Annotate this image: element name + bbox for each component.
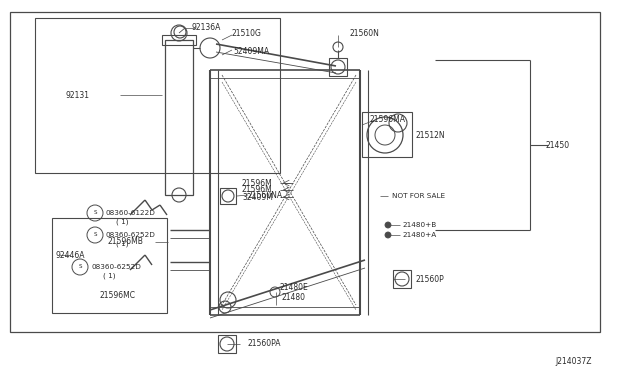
Circle shape bbox=[385, 232, 391, 238]
Text: 21596MC: 21596MC bbox=[100, 291, 136, 299]
Circle shape bbox=[385, 222, 391, 228]
Text: 21510G: 21510G bbox=[232, 29, 262, 38]
Text: ( 1): ( 1) bbox=[116, 241, 129, 247]
Text: ( 1): ( 1) bbox=[103, 273, 115, 279]
Text: S: S bbox=[93, 211, 97, 215]
Bar bbox=[329, 58, 347, 76]
Text: 21512N: 21512N bbox=[415, 131, 445, 140]
Text: ( 1): ( 1) bbox=[116, 219, 129, 225]
Bar bbox=[162, 35, 196, 45]
Text: 08360-6252D: 08360-6252D bbox=[92, 264, 142, 270]
Text: 21480+B: 21480+B bbox=[402, 222, 436, 228]
Text: 21560N: 21560N bbox=[350, 29, 380, 38]
Text: 92446A: 92446A bbox=[55, 250, 84, 260]
Text: 21596MB: 21596MB bbox=[108, 237, 144, 247]
Text: 08360-6252D: 08360-6252D bbox=[105, 232, 155, 238]
Bar bbox=[52, 218, 167, 313]
Text: 21560PA: 21560PA bbox=[248, 340, 282, 349]
Bar bbox=[220, 188, 236, 204]
Text: 92131: 92131 bbox=[65, 90, 89, 99]
Bar bbox=[362, 112, 412, 157]
Text: 21596M: 21596M bbox=[242, 179, 273, 187]
Bar bbox=[218, 335, 236, 353]
Text: NOT FOR SALE: NOT FOR SALE bbox=[392, 193, 445, 199]
Text: S: S bbox=[93, 232, 97, 237]
Bar bbox=[35, 18, 280, 173]
Bar bbox=[10, 12, 600, 332]
Text: 32409M: 32409M bbox=[242, 192, 273, 202]
Text: 21596M: 21596M bbox=[242, 186, 273, 195]
Bar bbox=[165, 40, 193, 195]
Text: J214037Z: J214037Z bbox=[555, 357, 591, 366]
Text: 92136A: 92136A bbox=[192, 23, 221, 32]
Text: S: S bbox=[78, 264, 82, 269]
Text: 21480E: 21480E bbox=[280, 282, 308, 292]
Text: 52409MA: 52409MA bbox=[233, 48, 269, 57]
Bar bbox=[393, 270, 411, 288]
Text: 21450: 21450 bbox=[545, 141, 569, 150]
Text: 21480: 21480 bbox=[282, 292, 306, 301]
Text: 21596MA: 21596MA bbox=[370, 115, 406, 125]
Text: 08360-6122D: 08360-6122D bbox=[105, 210, 155, 216]
Text: 21560P: 21560P bbox=[416, 275, 445, 283]
Text: 21560NA: 21560NA bbox=[248, 192, 283, 201]
Text: 21480+A: 21480+A bbox=[402, 232, 436, 238]
